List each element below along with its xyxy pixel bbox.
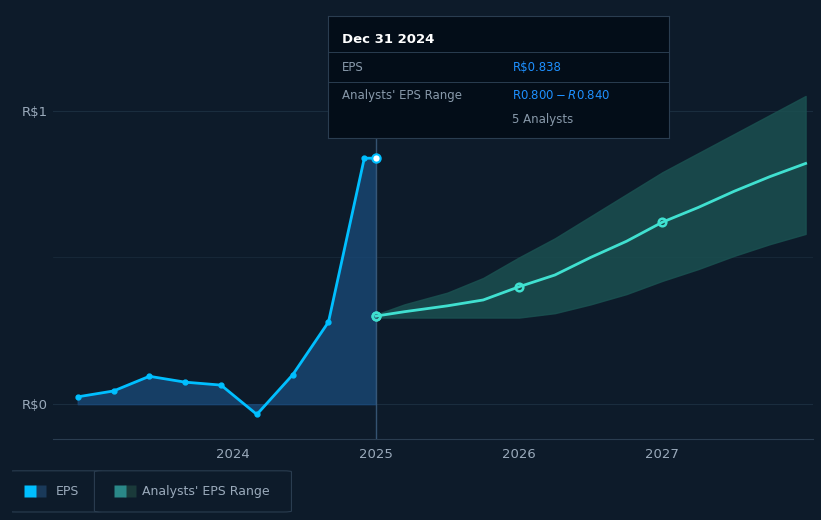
Text: R$0.838: R$0.838 bbox=[512, 61, 562, 74]
Text: R$0.800 - R$0.840: R$0.800 - R$0.840 bbox=[512, 89, 611, 102]
Text: 5 Analysts: 5 Analysts bbox=[512, 113, 574, 126]
Text: Dec 31 2024: Dec 31 2024 bbox=[342, 33, 434, 46]
Text: EPS: EPS bbox=[342, 61, 364, 74]
Text: Analysts' EPS Range: Analysts' EPS Range bbox=[342, 89, 462, 102]
Text: Actual: Actual bbox=[332, 112, 369, 125]
Text: Analysts' EPS Range: Analysts' EPS Range bbox=[142, 485, 269, 498]
FancyBboxPatch shape bbox=[8, 471, 103, 512]
FancyBboxPatch shape bbox=[94, 471, 291, 512]
Text: EPS: EPS bbox=[56, 485, 79, 498]
Text: Analysts Forecasts: Analysts Forecasts bbox=[388, 112, 497, 125]
